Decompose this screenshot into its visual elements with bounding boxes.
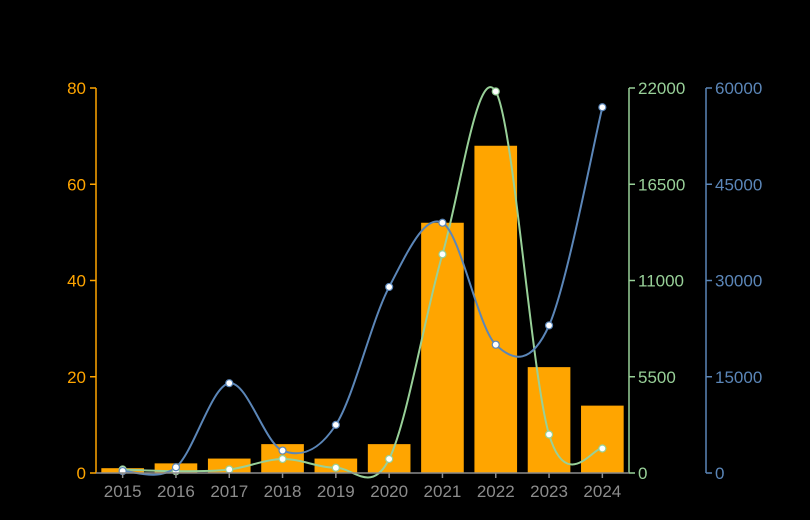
point-right1-2024 (598, 444, 607, 453)
point-right2-2023 (544, 321, 554, 330)
tick-label-right2: 15000 (715, 368, 762, 387)
point-right2-2019 (331, 420, 340, 429)
point-right2-2022 (491, 340, 500, 349)
tick-label-right1: 16500 (638, 175, 685, 194)
x-tick-label: 2017 (210, 482, 248, 501)
point-right2-2020 (385, 282, 394, 292)
point-right1-2021 (438, 250, 447, 259)
tick-label-right2: 45000 (715, 175, 762, 194)
point-right2-2018 (278, 446, 287, 455)
tick-label-right1: 0 (638, 464, 647, 483)
point-markers (118, 87, 607, 476)
tick-label-left: 40 (67, 272, 86, 291)
x-tick-label: 2015 (104, 482, 142, 501)
bar-2021 (421, 222, 464, 473)
x-axis-ticks: 2015 2016 2017 2018 2019 2020 2021 2022 2023 2024 (96, 472, 629, 501)
point-right2-2021 (438, 218, 447, 227)
x-tick-label: 2018 (264, 482, 302, 501)
x-tick-label: 2021 (424, 482, 462, 501)
tick-label-right1: 11000 (638, 272, 684, 291)
tick-label-left: 20 (67, 368, 86, 387)
point-right1-2019 (331, 463, 340, 472)
bar-2024 (581, 405, 624, 473)
bar-2022 (474, 145, 518, 473)
point-right2-2016 (171, 463, 181, 472)
point-right1-2023 (544, 430, 554, 439)
tick-label-left: 80 (67, 79, 86, 98)
x-tick-label: 2023 (530, 482, 568, 501)
point-right1-2017 (225, 465, 234, 474)
point-right2-2017 (225, 379, 234, 388)
tick-label-right1: 5500 (638, 368, 676, 387)
x-tick-label: 2019 (317, 482, 355, 501)
x-tick-label: 2022 (477, 482, 515, 501)
x-tick-label: 2024 (583, 482, 621, 501)
point-right1-2018 (278, 454, 287, 464)
x-tick-label: 2020 (370, 482, 408, 501)
tick-label-left: 60 (67, 175, 86, 194)
x-tick-label: 2016 (157, 482, 195, 501)
tick-label-right2: 60000 (715, 79, 762, 98)
tick-label-right2: 30000 (715, 272, 762, 291)
bar-2023 (527, 367, 571, 473)
line-right2 (122, 107, 604, 476)
point-right1-2022 (491, 87, 500, 96)
point-right1-2020 (385, 454, 394, 464)
tick-label-left: 0 (77, 464, 86, 483)
tick-label-right2: 0 (715, 464, 724, 483)
tick-label-right1: 22000 (638, 79, 685, 98)
point-right2-2024 (598, 103, 607, 112)
axes: 0 20 40 60 80 0 5500 11000 16500 22000 0 15000 30000… (67, 79, 762, 483)
bar-series (101, 145, 624, 473)
